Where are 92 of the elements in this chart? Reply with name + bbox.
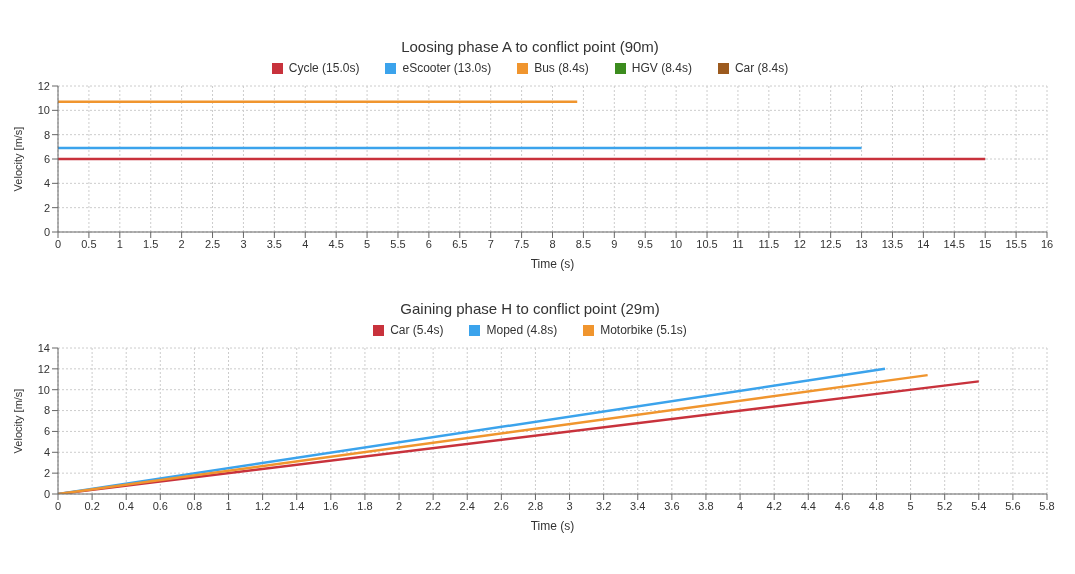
- y-tick-label: 14: [37, 341, 50, 354]
- y-tick-label: 4: [43, 446, 50, 459]
- x-tick-label: 4.5: [328, 237, 344, 250]
- x-tick-label: 1: [225, 499, 232, 512]
- y-tick-label: 0: [43, 487, 50, 500]
- x-tick-label: 5.2: [937, 499, 953, 512]
- x-axis-title: Time (s): [530, 519, 575, 533]
- x-axis-title: Time (s): [530, 257, 575, 271]
- x-tick-label: 8.5: [575, 237, 592, 250]
- x-tick-label: 2.6: [493, 499, 509, 512]
- x-tick-label: 0: [54, 237, 62, 250]
- x-tick-label: 1: [116, 237, 123, 250]
- x-tick-label: 2: [178, 237, 185, 250]
- x-tick-label: 13.5: [881, 237, 904, 250]
- legend-label: Bus (8.4s): [533, 61, 589, 75]
- x-tick-label: 7.5: [513, 237, 530, 250]
- x-tick-label: 10: [670, 237, 683, 250]
- legend-label: Moped (4.8s): [485, 323, 558, 337]
- x-tick-label: 11: [732, 237, 744, 250]
- y-tick-label: 0: [43, 225, 50, 238]
- x-tick-label: 8: [549, 237, 556, 250]
- x-tick-label: 3.6: [664, 499, 680, 512]
- x-tick-label: 4.4: [800, 499, 816, 512]
- legend-label: Motorbike (5.1s): [599, 323, 687, 337]
- x-tick-label: 6: [425, 237, 432, 250]
- x-tick-label: 11.5: [758, 237, 780, 250]
- x-tick-label: 5.4: [971, 499, 987, 512]
- x-tick-label: 9: [611, 237, 618, 250]
- y-tick-label: 2: [43, 467, 50, 480]
- chart-title: Gaining phase H to conflict point (29m): [399, 299, 661, 319]
- x-tick-label: 0.4: [118, 499, 134, 512]
- x-tick-label: 2.4: [459, 499, 475, 512]
- x-tick-label: 5: [364, 237, 371, 250]
- x-tick-label: 5.6: [1005, 499, 1021, 512]
- x-tick-label: 2.5: [204, 237, 221, 250]
- x-tick-label: 3.2: [596, 499, 612, 512]
- legend-label: Car (8.4s): [733, 61, 789, 75]
- y-axis-title: Velocity [m/s]: [11, 388, 24, 454]
- x-tick-label: 1.8: [357, 499, 373, 512]
- y-tick-label: 8: [43, 128, 50, 141]
- y-tick-label: 12: [37, 79, 50, 92]
- chart-title: Loosing phase A to conflict point (90m): [400, 37, 660, 57]
- y-tick-label: 6: [43, 425, 50, 438]
- x-tick-label: 10.5: [696, 237, 718, 250]
- y-tick-label: 10: [37, 104, 50, 117]
- x-tick-label: 4.8: [868, 499, 885, 512]
- x-tick-label: 2.2: [425, 499, 441, 512]
- x-tick-label: 3.8: [698, 499, 714, 512]
- y-tick-label: 4: [43, 177, 50, 190]
- x-tick-label: 0.6: [152, 499, 168, 512]
- x-tick-label: 1.2: [254, 499, 271, 512]
- x-tick-label: 2: [395, 499, 403, 512]
- x-tick-label: 4: [302, 237, 309, 250]
- x-tick-label: 3: [240, 237, 247, 250]
- x-tick-label: 12.5: [819, 237, 842, 250]
- legend-label: eScooter (13.0s): [401, 61, 492, 75]
- x-tick-label: 15: [979, 237, 992, 250]
- x-tick-label: 4: [737, 499, 744, 512]
- x-tick-label: 0.5: [81, 237, 97, 250]
- x-tick-label: 4.6: [834, 499, 851, 512]
- x-tick-label: 2.8: [527, 499, 544, 512]
- x-tick-label: 5: [907, 499, 914, 512]
- y-tick-label: 10: [37, 383, 50, 396]
- x-tick-label: 16: [1040, 237, 1054, 250]
- legend-label: HGV (8.4s): [630, 61, 692, 75]
- x-tick-label: 14: [917, 237, 930, 250]
- x-tick-label: 9.5: [637, 237, 653, 250]
- y-axis-title: Velocity [m/s]: [11, 126, 24, 192]
- x-tick-label: 12: [793, 237, 806, 250]
- x-tick-label: 7: [487, 237, 494, 250]
- x-tick-label: 6.5: [452, 237, 468, 250]
- x-tick-label: 1.6: [323, 499, 339, 512]
- x-tick-label: 3.4: [630, 499, 646, 512]
- x-tick-label: 3.5: [266, 237, 282, 250]
- x-tick-label: 5.8: [1039, 499, 1055, 512]
- x-tick-label: 5.5: [390, 237, 406, 250]
- x-tick-label: 0: [54, 499, 62, 512]
- x-tick-label: 3: [566, 499, 573, 512]
- y-tick-label: 8: [43, 404, 50, 417]
- x-tick-label: 0.8: [186, 499, 203, 512]
- y-tick-label: 6: [43, 152, 50, 165]
- legend-label: Cycle (15.0s): [287, 61, 360, 75]
- y-tick-label: 2: [43, 201, 50, 214]
- x-tick-label: 13: [855, 237, 868, 250]
- x-tick-label: 4.2: [766, 499, 782, 512]
- y-tick-label: 12: [37, 362, 50, 375]
- legend-label: Car (5.4s): [389, 323, 444, 337]
- x-tick-label: 15.5: [1005, 237, 1027, 250]
- x-tick-label: 0.2: [84, 499, 100, 512]
- x-tick-label: 1.5: [143, 237, 159, 250]
- x-tick-label: 14.5: [943, 237, 965, 250]
- x-tick-label: 1.4: [289, 499, 305, 512]
